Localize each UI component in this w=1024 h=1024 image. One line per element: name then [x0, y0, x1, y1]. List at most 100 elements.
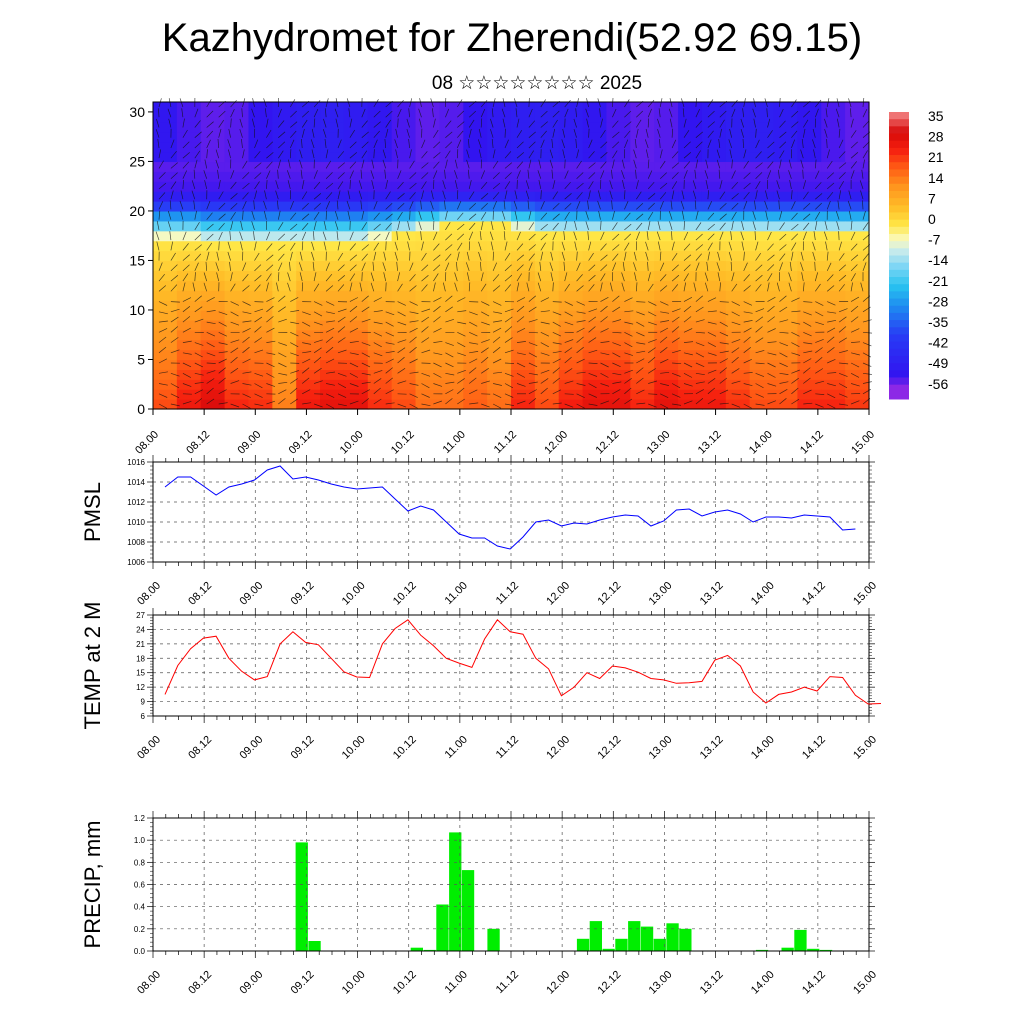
wind-barb	[540, 378, 549, 384]
wind-barb	[707, 387, 716, 395]
wind-barb	[469, 331, 478, 337]
wind-barb	[719, 367, 728, 374]
heatmap-cell	[511, 191, 536, 202]
heatmap-cell	[296, 171, 321, 182]
wind-barb	[731, 311, 740, 317]
wind-barb	[838, 181, 845, 190]
wind-barb	[170, 308, 180, 313]
heatmap-cell	[773, 240, 798, 252]
heatmap-cell	[320, 369, 345, 380]
wind-barb	[456, 139, 462, 149]
wind-barb	[466, 149, 470, 159]
heatmap-cell	[248, 339, 273, 351]
heatmap-cell	[296, 220, 321, 232]
wind-barb	[552, 180, 556, 189]
heatmap-cell	[511, 121, 536, 133]
heatmap-cell	[845, 210, 870, 222]
colorbar-segment	[889, 348, 909, 357]
wind-barb	[815, 357, 823, 364]
heatmap-cell	[534, 270, 560, 281]
wind-barb	[588, 241, 592, 251]
wind-barb	[716, 262, 721, 272]
wind-barb	[229, 261, 231, 271]
wind-barb	[370, 170, 375, 179]
heatmap-cell	[678, 250, 703, 262]
wind-barb	[695, 141, 703, 149]
wind-barb	[683, 264, 691, 272]
wind-barb	[719, 222, 726, 231]
wind-barb	[278, 372, 288, 376]
heatmap-cell	[797, 141, 822, 153]
heatmap-cell	[439, 319, 464, 331]
wind-barb	[612, 319, 622, 323]
wind-barb	[479, 261, 482, 271]
wind-barb	[707, 223, 715, 231]
wind-barb	[278, 362, 287, 368]
wind-barb	[504, 403, 514, 406]
wind-barb	[409, 301, 418, 306]
wind-barb	[838, 372, 848, 377]
wind-barb	[409, 285, 417, 292]
wind-barb	[660, 358, 669, 364]
wind-barb	[755, 181, 761, 190]
heatmap-cell	[224, 339, 250, 351]
wind-barb	[564, 272, 568, 282]
wind-barb	[862, 262, 867, 272]
wind-barb	[311, 128, 315, 138]
wind-barb	[647, 193, 656, 200]
wind-barb	[791, 110, 799, 118]
wind-barb	[230, 108, 235, 118]
wind-barb	[277, 262, 283, 272]
wind-barb	[838, 190, 842, 200]
wind-barb	[742, 138, 745, 149]
colorbar-segment	[889, 377, 909, 386]
heatmap-cell	[463, 111, 488, 123]
wind-barb	[206, 212, 213, 220]
heatmap-cell	[845, 369, 870, 380]
precip-x-tick-label: 11.00	[443, 969, 470, 996]
wind-barb	[671, 372, 681, 377]
wind-barb	[421, 252, 427, 261]
heatmap-cell	[630, 379, 655, 390]
wind-barb	[433, 372, 442, 378]
wind-barb	[409, 403, 418, 409]
heatmap-cell	[558, 220, 584, 232]
heatmap-cell	[343, 250, 369, 262]
wind-barb	[469, 351, 479, 354]
wind-barb	[767, 305, 775, 313]
wind-barb	[382, 159, 387, 169]
wind-barb	[170, 316, 179, 323]
heatmap-cell	[248, 191, 273, 202]
wind-barb	[266, 129, 272, 138]
wind-barb	[600, 231, 605, 241]
heatmap-cell	[749, 319, 775, 331]
wind-barb	[158, 328, 168, 333]
wind-barb	[564, 347, 573, 354]
heatmap-cell	[272, 329, 297, 341]
wind-barb	[600, 305, 608, 313]
heatmap-cell	[439, 329, 464, 341]
wind-barb	[430, 200, 434, 210]
wind-barb	[743, 251, 745, 261]
wind-barb	[624, 321, 634, 325]
heatmap-cell	[153, 290, 178, 301]
wind-barb	[612, 295, 620, 302]
wind-barb	[254, 284, 261, 292]
wind-barb	[445, 398, 453, 405]
heatmap-cell	[797, 319, 822, 331]
heatmap-cell	[320, 339, 345, 351]
wind-barb	[647, 283, 654, 292]
wind-barb	[230, 203, 238, 210]
precip-bars	[295, 832, 833, 951]
wind-barb	[397, 339, 407, 343]
wind-barb	[814, 159, 817, 169]
wind-barb	[194, 108, 199, 118]
wind-barb	[337, 393, 347, 398]
heatmap-cell	[153, 171, 178, 182]
wind-barb	[325, 262, 330, 272]
wind-barb	[242, 201, 247, 210]
wind-barb	[361, 389, 370, 395]
wind-barb	[777, 169, 780, 179]
heatmap-cell	[773, 220, 798, 232]
heatmap-cell	[224, 270, 250, 281]
